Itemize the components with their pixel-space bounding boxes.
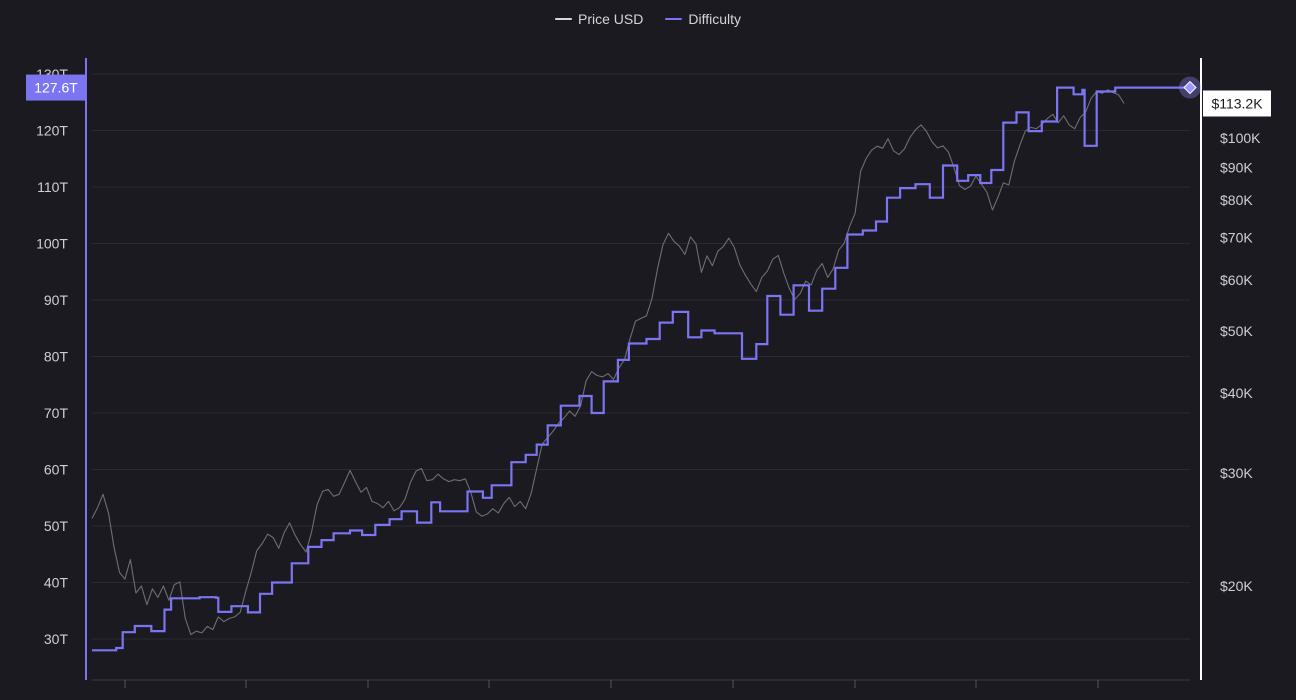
price-usd-line[interactable] xyxy=(91,89,1125,636)
left-tick-label: 90T xyxy=(44,292,69,308)
right-tick-label: $60K xyxy=(1220,272,1253,288)
legend-label-difficulty: Difficulty xyxy=(688,11,741,27)
right-tick-label: $30K xyxy=(1220,465,1253,481)
left-tick-label: 80T xyxy=(44,349,69,365)
chart-legend: Price USD Difficulty xyxy=(0,11,1296,27)
left-tick-label: 120T xyxy=(36,123,68,139)
right-tick-label: $40K xyxy=(1220,385,1253,401)
right-tick-label: $50K xyxy=(1220,323,1253,339)
legend-item-price[interactable]: Price USD xyxy=(554,11,644,27)
left-tick-label: 30T xyxy=(44,631,69,647)
legend-swatch-price xyxy=(554,18,572,20)
left-tick-label: 100T xyxy=(36,236,68,252)
legend-label-price: Price USD xyxy=(577,11,644,27)
difficulty-current-label: 127.6T xyxy=(34,80,78,96)
series-layer xyxy=(91,86,1190,652)
left-tick-label: 60T xyxy=(44,462,69,478)
left-tick-label: 50T xyxy=(44,518,69,534)
diamond-marker-icon[interactable] xyxy=(1183,80,1197,95)
grid-lines xyxy=(92,73,1190,640)
legend-item-difficulty[interactable]: Difficulty xyxy=(665,11,741,27)
right-tick-label: $90K xyxy=(1220,159,1253,175)
right-tick-label: $20K xyxy=(1220,578,1253,594)
right-tick-label: $80K xyxy=(1220,192,1253,208)
price-current-label: $113.2K xyxy=(1211,95,1263,111)
left-tick-label: 40T xyxy=(44,575,69,591)
difficulty-line[interactable] xyxy=(92,86,1190,652)
x-axis xyxy=(92,679,1190,688)
right-axis-price: $20K $30K $40K $50K $60K $70K $80K $90K $100K xyxy=(1200,58,1261,680)
right-tick-label: $70K xyxy=(1220,229,1253,245)
current-value-markers: 127.6T $113.2K xyxy=(26,74,1271,117)
price-current-badge xyxy=(1203,90,1271,117)
difficulty-current-badge xyxy=(26,74,86,101)
right-tick-label: $100K xyxy=(1220,130,1261,146)
legend-swatch-difficulty xyxy=(665,18,683,20)
left-tick-label: 110T xyxy=(37,179,68,195)
left-tick-label: 70T xyxy=(44,405,69,421)
